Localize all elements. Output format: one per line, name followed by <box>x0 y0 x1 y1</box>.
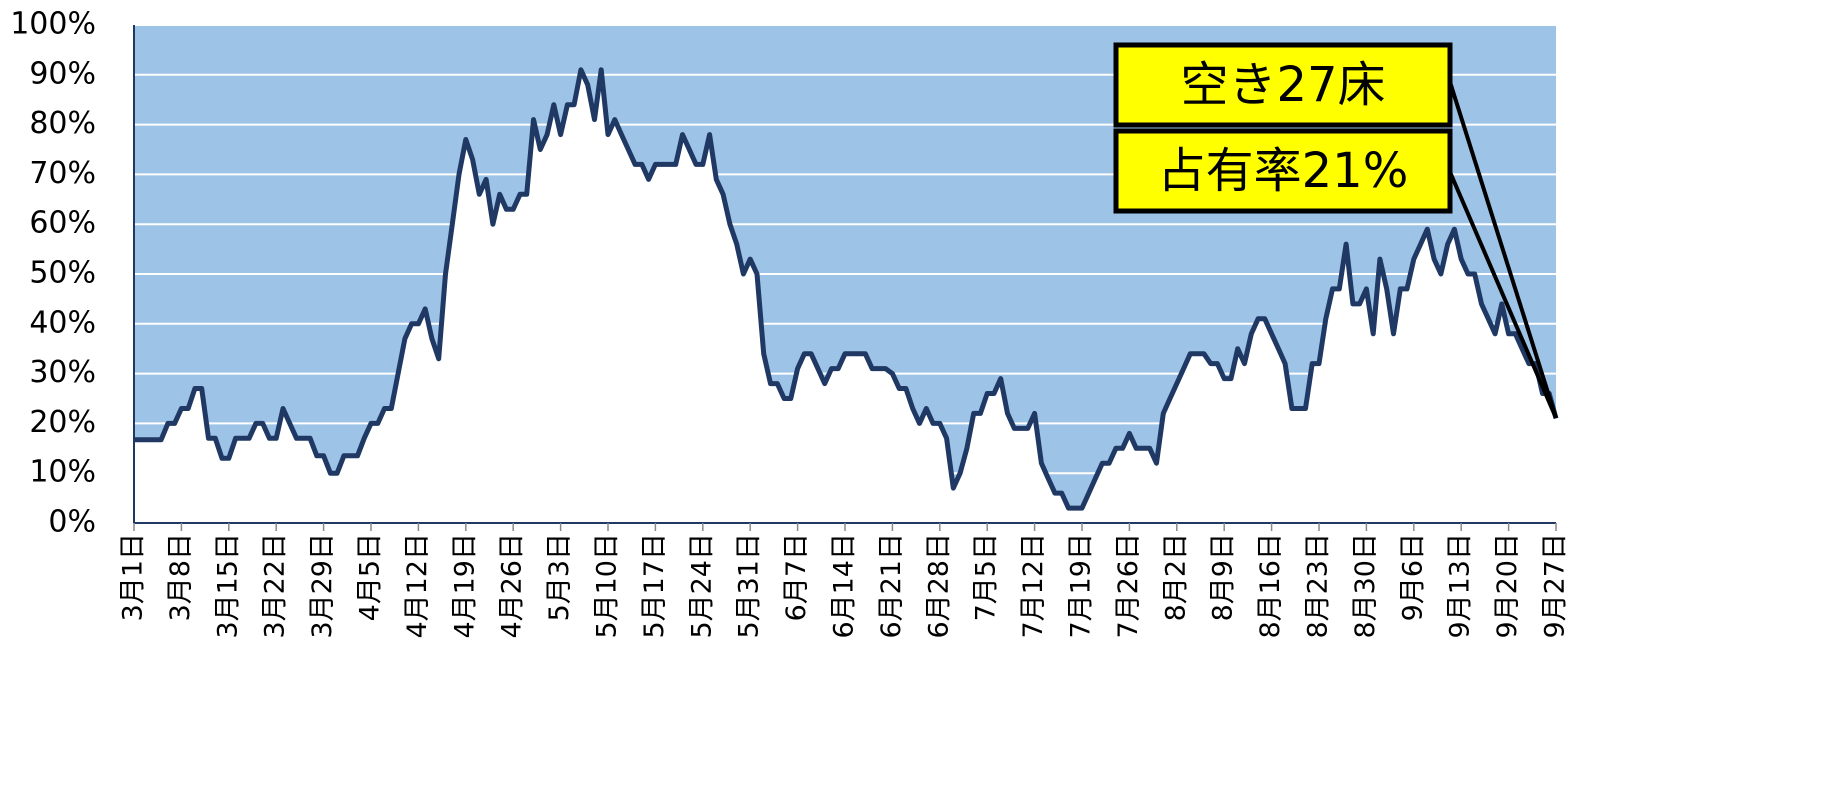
x-tick-label: 9月20日 <box>1492 533 1523 639</box>
x-tick-label: 9月27日 <box>1540 533 1571 639</box>
x-tick-label: 8月16日 <box>1255 533 1286 639</box>
x-tick-label: 6月21日 <box>876 533 907 639</box>
x-tick-label: 7月5日 <box>971 533 1002 621</box>
x-tick-label: 8月2日 <box>1160 533 1191 621</box>
x-tick-label: 8月23日 <box>1303 533 1334 639</box>
x-tick-label: 3月22日 <box>260 533 291 639</box>
x-tick-label: 5月31日 <box>734 533 765 639</box>
x-tick-label: 3月15日 <box>212 533 243 639</box>
y-tick-label: 80% <box>29 106 96 141</box>
y-tick-label: 100% <box>10 7 96 42</box>
y-tick-label: 10% <box>29 455 96 490</box>
x-tick-label: 4月5日 <box>355 533 386 621</box>
x-tick-label: 6月14日 <box>829 533 860 639</box>
x-tick-label: 8月30日 <box>1350 533 1381 639</box>
y-tick-label: 0% <box>48 505 96 540</box>
x-tick-label: 5月3日 <box>544 533 575 621</box>
x-tick-label: 7月19日 <box>1066 533 1097 639</box>
leader-line <box>1448 171 1558 419</box>
x-tick-label: 7月12日 <box>1018 533 1049 639</box>
x-tick-label: 4月12日 <box>402 533 433 639</box>
annotation: 占有率21% <box>1158 143 1409 199</box>
x-tick-label: 3月8日 <box>165 533 196 621</box>
y-tick-label: 40% <box>29 305 96 340</box>
y-tick-label: 70% <box>29 156 96 191</box>
annotation-box <box>1113 128 1453 214</box>
line <box>134 67 1559 511</box>
y-tick-label: 90% <box>29 56 96 91</box>
x-tick-label: 7月26日 <box>1113 533 1144 639</box>
x-tick-label: 6月7日 <box>781 533 812 621</box>
x-tick-label: 9月6日 <box>1397 533 1428 621</box>
x-tick-label: 4月19日 <box>449 533 480 639</box>
y-tick-label: 30% <box>29 355 96 390</box>
y-tick-label: 20% <box>29 405 96 440</box>
x-tick-label: 3月29日 <box>307 533 338 639</box>
annotation-box <box>1113 42 1453 128</box>
x-tick-label: 5月17日 <box>639 533 670 639</box>
y-tick-label: 50% <box>29 256 96 291</box>
x-tick-label: 8月9日 <box>1208 533 1239 621</box>
x-tick-label: 9月13日 <box>1445 533 1476 639</box>
x-tick-label: 4月26日 <box>497 533 528 639</box>
area <box>134 69 1556 524</box>
x-tick-label: 6月28日 <box>923 533 954 639</box>
x-tick-label: 5月10日 <box>592 533 623 639</box>
annotation: 空き27床 <box>1180 57 1385 113</box>
leader-line <box>1448 81 1558 419</box>
x-tick-label: 5月24日 <box>686 533 717 639</box>
y-tick-label: 60% <box>29 206 96 241</box>
x-tick-label: 3月1日 <box>118 533 149 621</box>
